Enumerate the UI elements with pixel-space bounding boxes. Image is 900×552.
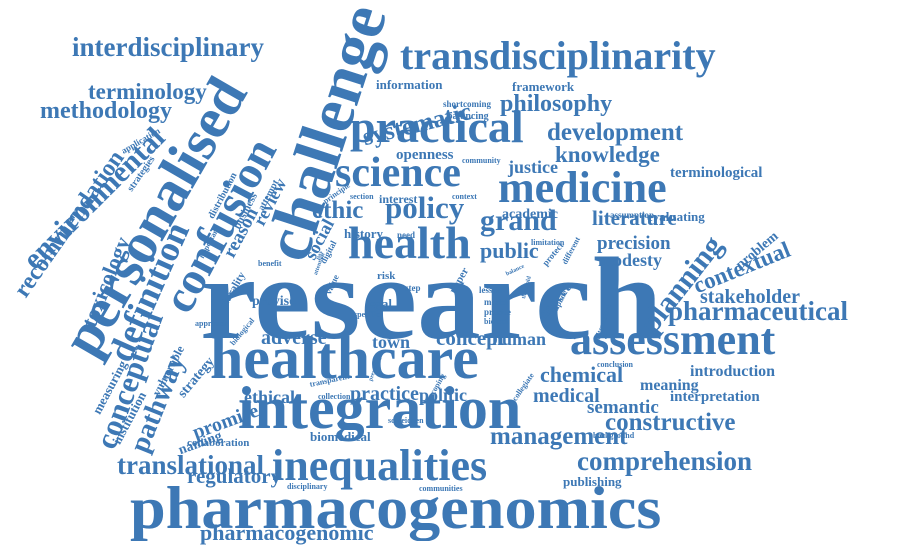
word-openness: openness — [396, 147, 454, 163]
word-precision: precision — [597, 233, 671, 254]
word-concept: concept — [436, 326, 505, 350]
word-history: history — [344, 226, 383, 241]
word-academic: academic — [502, 207, 558, 222]
word-community: community — [462, 156, 501, 165]
word-assessment: assessment — [570, 315, 776, 364]
word-meaning: meaning — [640, 377, 699, 394]
word-balancing: balancing — [447, 111, 489, 122]
word-public: public — [480, 238, 539, 263]
word-regulatory: regulatory — [187, 464, 282, 488]
word-section: section — [350, 192, 374, 201]
word-town: town — [372, 332, 411, 352]
word-conclusion: conclusion — [597, 360, 634, 369]
word-translational: translational — [117, 450, 265, 480]
word-framework: framework — [512, 79, 575, 94]
word-limitation: limitation — [531, 238, 565, 247]
word-benefit: benefit — [258, 259, 282, 268]
word-collection: collection — [318, 392, 351, 401]
word-evaluating: evaluating — [647, 209, 705, 224]
word-adverse: adverse — [261, 327, 327, 349]
word-practice: practice — [350, 383, 419, 405]
word-politic: politic — [419, 385, 467, 405]
word-ethic: ethic — [312, 197, 364, 224]
word-constructive: constructive — [605, 409, 736, 436]
word-interpretation: interpretation — [670, 389, 760, 405]
word-comprehension: comprehension — [577, 446, 753, 476]
word-terminology: terminology — [88, 79, 207, 104]
word-health: health — [348, 217, 471, 268]
word-pharmaceutical: pharmaceutical — [668, 296, 848, 326]
word-development: development — [547, 119, 684, 146]
word-model: model — [484, 297, 508, 307]
word-collaboration: collaboration — [187, 437, 250, 449]
word-schleidgen: schleidgen — [388, 416, 424, 425]
word-medical: medical — [533, 385, 600, 407]
word-context: context — [452, 192, 477, 201]
word-biotech: biotech — [484, 317, 509, 326]
word-ethical: ethical — [244, 387, 295, 407]
word-proviso: proviso — [252, 294, 297, 309]
word-management: management — [490, 423, 628, 450]
word-step: step — [405, 283, 421, 293]
word-pharmacogenomic: pharmacogenomic — [200, 520, 374, 545]
word-publishing: publishing — [563, 474, 622, 489]
word-human: human — [492, 329, 547, 349]
word-philosophy: philosophy — [500, 91, 613, 117]
word-specific: specific — [354, 310, 380, 319]
word-precise: precise — [484, 307, 511, 317]
word-approach: approach — [195, 319, 228, 328]
word-research: research — [200, 233, 663, 364]
word-legal: legal — [366, 296, 392, 311]
word-biomedical: biomedical — [310, 429, 371, 444]
word-healthcare: healthcare — [210, 325, 479, 391]
word-information: information — [376, 77, 443, 92]
word-lesson: lesson — [479, 285, 503, 295]
word-knowledge: knowledge — [555, 142, 660, 167]
word-stakeholder: stakeholder — [700, 286, 800, 308]
word-interdisciplinary: interdisciplinary — [72, 32, 265, 62]
word-medicine: medicine — [498, 163, 667, 212]
word-justice: justice — [508, 157, 558, 177]
word-integration: integration — [238, 375, 522, 441]
word-interest: interest — [379, 192, 418, 206]
word-grand: grand — [480, 204, 557, 237]
word-inequalities: inequalities — [272, 441, 488, 490]
word-chemical: chemical — [540, 362, 624, 387]
word-introduction: introduction — [690, 363, 776, 380]
word-policy: policy — [385, 190, 465, 225]
word-transdisciplinarity: transdisciplinarity — [400, 33, 716, 78]
word-methodology: methodology — [40, 98, 172, 124]
word-shortcoming: shortcoming — [443, 99, 491, 109]
word-background: background — [593, 431, 635, 440]
word-need: need — [397, 230, 415, 240]
word-disciplinary: disciplinary — [287, 482, 328, 491]
word-risk: risk — [377, 270, 396, 282]
word-literature: literature — [592, 206, 677, 230]
word-pharmacogenomics: pharmacogenomics — [130, 475, 662, 541]
word-semantic: semantic — [587, 397, 659, 418]
word-modesty: modesty — [598, 250, 662, 270]
word-communities: communities — [419, 484, 463, 493]
word-assumption: assumption — [610, 210, 655, 220]
word-practical: practical — [350, 101, 524, 152]
word-science: science — [335, 150, 461, 196]
word-terminological: terminological — [670, 165, 763, 181]
